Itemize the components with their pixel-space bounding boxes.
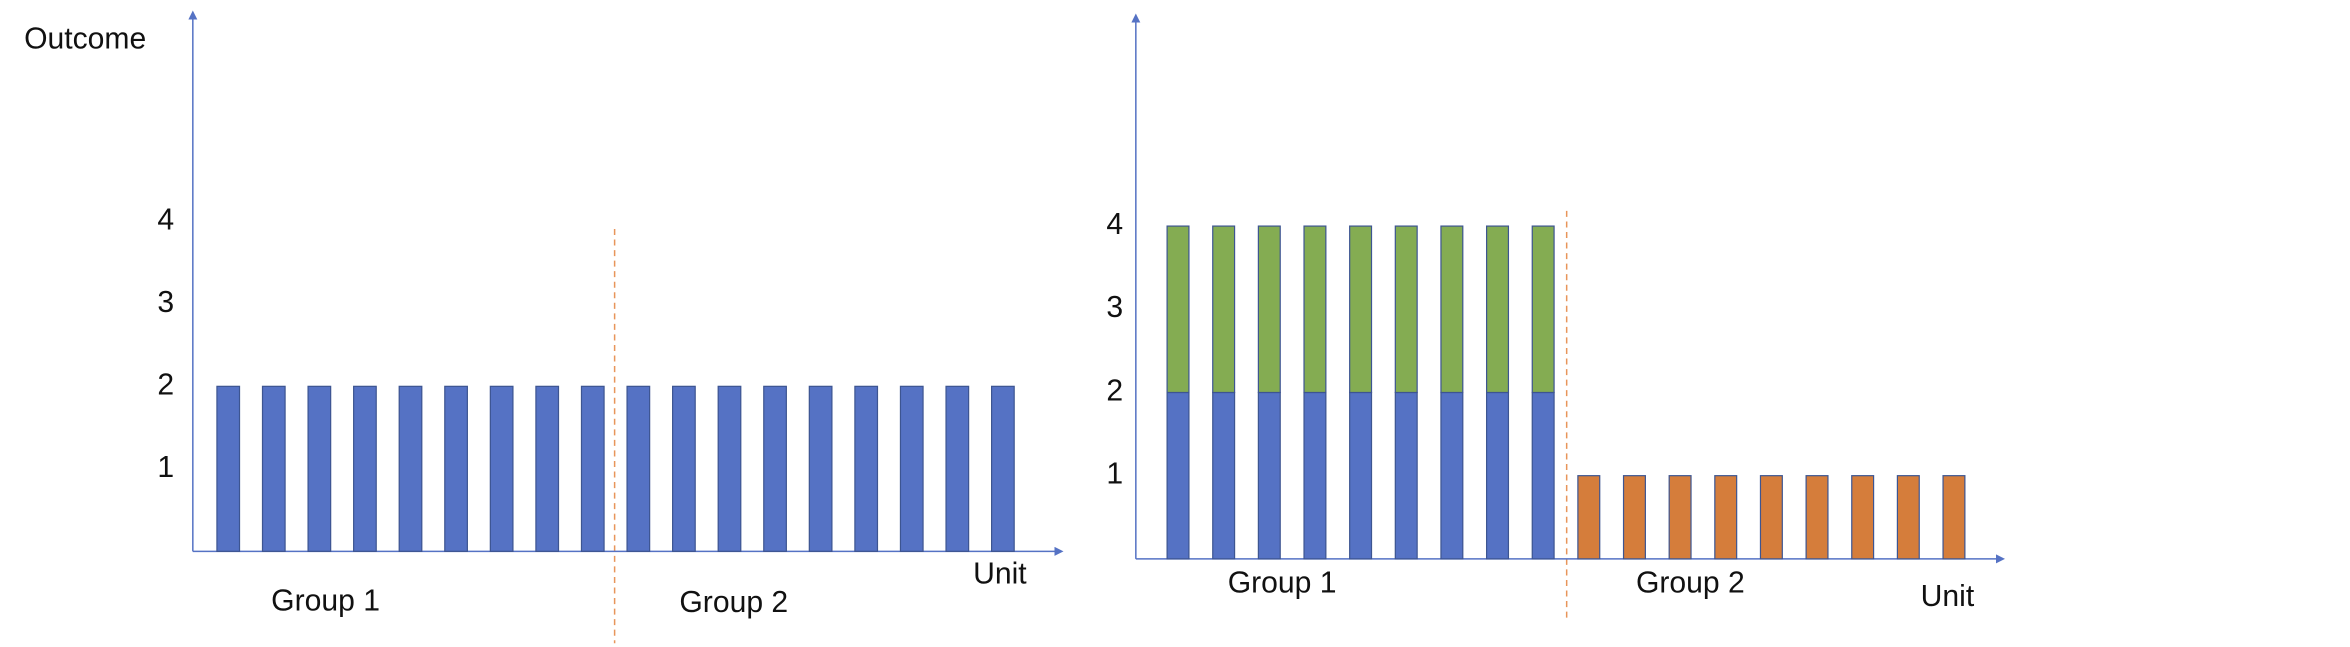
bar bbox=[1303, 225, 1327, 394]
bar bbox=[990, 385, 1015, 552]
bar bbox=[808, 385, 833, 552]
bar bbox=[1942, 475, 1966, 560]
group-label: Group 1 bbox=[271, 585, 380, 618]
bar bbox=[1349, 391, 1373, 560]
bar bbox=[1531, 391, 1555, 560]
bar bbox=[1166, 225, 1190, 394]
bar bbox=[307, 385, 332, 552]
bar bbox=[1212, 391, 1236, 560]
bar bbox=[854, 385, 879, 552]
bar bbox=[717, 385, 742, 552]
bar bbox=[1485, 225, 1510, 394]
bar bbox=[1759, 475, 1783, 560]
group-label: Group 1 bbox=[1228, 566, 1337, 599]
bar bbox=[1257, 391, 1281, 560]
y-tick-label: 1 bbox=[1106, 458, 1123, 491]
bar bbox=[899, 385, 924, 552]
y-axis-label: Outcome bbox=[24, 23, 146, 56]
bar bbox=[261, 385, 286, 552]
y-tick-label: 2 bbox=[1106, 374, 1123, 407]
bar bbox=[1212, 225, 1236, 394]
bar bbox=[1531, 225, 1555, 394]
bar bbox=[535, 385, 560, 552]
bar bbox=[763, 385, 787, 552]
bar bbox=[1303, 391, 1327, 560]
bar bbox=[1440, 391, 1464, 560]
bar bbox=[1851, 475, 1875, 560]
bar bbox=[1257, 225, 1281, 394]
bar bbox=[945, 385, 970, 552]
bar bbox=[1485, 391, 1510, 560]
bar bbox=[1714, 475, 1738, 560]
bar bbox=[353, 385, 377, 552]
bar bbox=[580, 385, 605, 552]
bar bbox=[1577, 475, 1601, 560]
bar bbox=[1349, 225, 1373, 394]
bar bbox=[1622, 475, 1646, 560]
bar bbox=[1394, 225, 1418, 394]
bar bbox=[626, 385, 651, 552]
bar bbox=[1896, 475, 1920, 560]
y-tick-label: 4 bbox=[157, 203, 174, 236]
bar bbox=[216, 385, 241, 552]
y-tick-label: 1 bbox=[157, 451, 174, 484]
bar bbox=[398, 385, 423, 552]
bar bbox=[1440, 225, 1464, 394]
y-tick-label: 2 bbox=[157, 368, 174, 401]
group-label: Group 2 bbox=[679, 586, 788, 619]
bar bbox=[1805, 475, 1829, 560]
bar bbox=[444, 385, 468, 552]
bar bbox=[1166, 391, 1190, 560]
y-tick-label: 3 bbox=[157, 286, 174, 319]
bar bbox=[672, 385, 696, 552]
y-tick-label: 4 bbox=[1106, 208, 1123, 241]
x-axis-label: Unit bbox=[973, 557, 1027, 590]
bar bbox=[489, 385, 514, 552]
y-tick-label: 3 bbox=[1106, 291, 1123, 324]
group-label: Group 2 bbox=[1636, 566, 1745, 599]
x-axis-label: Unit bbox=[1921, 580, 1975, 613]
bar bbox=[1668, 475, 1692, 560]
bar bbox=[1394, 391, 1418, 560]
